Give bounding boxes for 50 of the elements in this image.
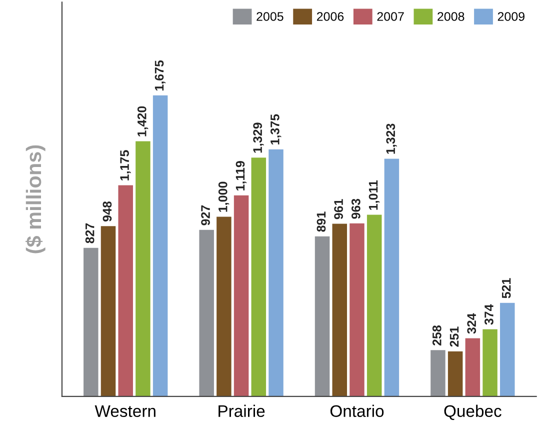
bar: [216, 216, 232, 396]
bar: [118, 185, 133, 396]
data-label: 827: [85, 223, 94, 244]
bar: [251, 158, 266, 396]
legend-label: 2007: [377, 12, 404, 21]
bar: [268, 149, 284, 396]
bar: [350, 223, 364, 396]
bar: [448, 351, 463, 396]
bar: [366, 214, 382, 396]
data-label: 1,323: [386, 124, 397, 154]
bar: [100, 226, 116, 396]
bar: [152, 95, 168, 396]
legend-label: 2006: [316, 12, 344, 21]
legend-label: 2009: [498, 12, 524, 21]
x-tick-label: Western: [94, 405, 156, 418]
data-label: 324: [467, 313, 476, 334]
data-label: 961: [334, 199, 343, 220]
legend-label: 2005: [256, 12, 284, 21]
x-tick-label: Quebec: [444, 404, 502, 420]
bar: [384, 158, 400, 396]
data-label: 1,011: [368, 180, 380, 210]
bar: [84, 248, 98, 396]
data-label: 374: [484, 304, 494, 325]
data-label: 948: [102, 201, 112, 222]
data-label: 963: [351, 198, 360, 219]
x-tick-label: Ontario: [330, 404, 384, 418]
bar: [482, 329, 498, 396]
bar: [332, 224, 348, 396]
x-tick-label: Prairie: [218, 404, 265, 418]
bar: [465, 338, 480, 396]
data-label: 1,000: [218, 182, 230, 212]
data-label: 521: [502, 278, 511, 298]
data-label: 1,175: [120, 150, 131, 180]
bar: [199, 230, 214, 396]
data-label: 927: [201, 205, 210, 226]
bar: [136, 141, 150, 396]
data-label: 1,420: [137, 106, 148, 136]
data-label: 251: [450, 326, 459, 347]
data-label: 1,375: [270, 114, 282, 144]
data-label: 1,329: [253, 122, 264, 153]
data-label: 1,675: [154, 60, 166, 90]
bar: [500, 302, 515, 396]
legend-label: 2008: [438, 12, 464, 21]
data-label: 258: [432, 325, 442, 346]
y-axis-title: ($ millions): [26, 145, 46, 254]
bar: [234, 195, 249, 396]
data-label: 1,119: [236, 161, 246, 190]
bar: [314, 236, 330, 396]
bar: [430, 350, 446, 396]
data-label: 891: [316, 212, 326, 232]
